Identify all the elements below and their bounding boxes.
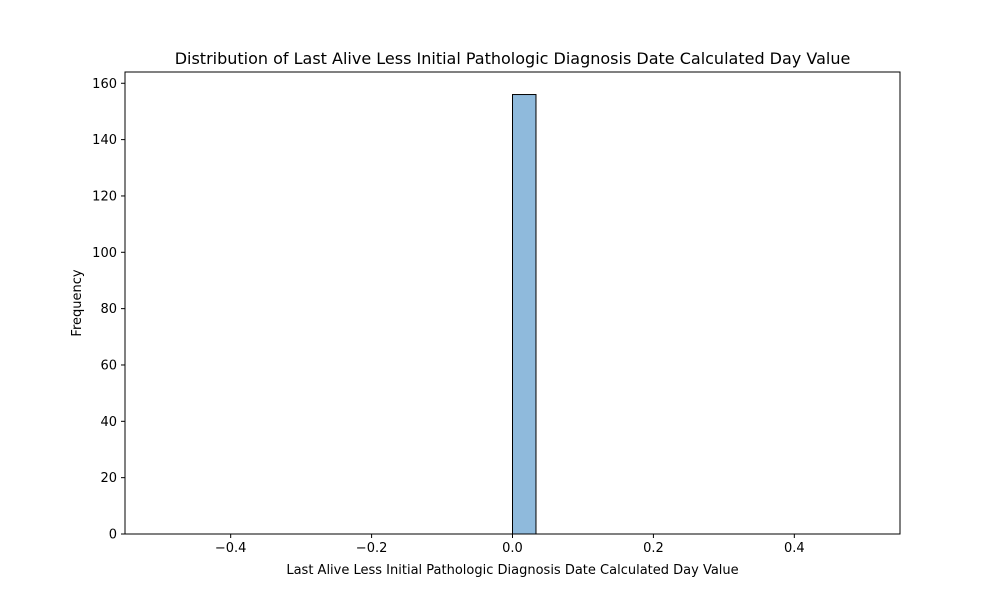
y-tick-label: 120	[92, 189, 117, 204]
y-tick-label: 100	[92, 246, 117, 261]
chart-title: Distribution of Last Alive Less Initial …	[175, 49, 851, 68]
y-tick-label: 40	[100, 415, 117, 430]
x-tick-label: 0.0	[502, 541, 523, 556]
y-tick-label: 160	[92, 77, 117, 92]
histogram-bars	[512, 94, 537, 535]
y-tick-label: 20	[100, 471, 117, 486]
x-axis: −0.4 −0.2 0.0 0.2 0.4	[215, 534, 805, 556]
x-tick-label: 0.4	[784, 541, 805, 556]
histogram-bar	[512, 94, 537, 535]
y-tick-label: 60	[100, 358, 117, 373]
x-axis-label: Last Alive Less Initial Pathologic Diagn…	[286, 563, 738, 578]
y-tick-label: 0	[109, 528, 117, 543]
x-tick-label: −0.4	[215, 541, 247, 556]
y-tick-label: 80	[100, 302, 117, 317]
plot-frame	[124, 71, 901, 535]
y-axis-label: Frequency	[70, 269, 85, 336]
x-tick-label: −0.2	[356, 541, 388, 556]
x-tick-label: 0.2	[643, 541, 664, 556]
y-axis: 0 20 40 60 80 100 120 140 160	[92, 77, 125, 543]
y-tick-label: 140	[92, 133, 117, 148]
